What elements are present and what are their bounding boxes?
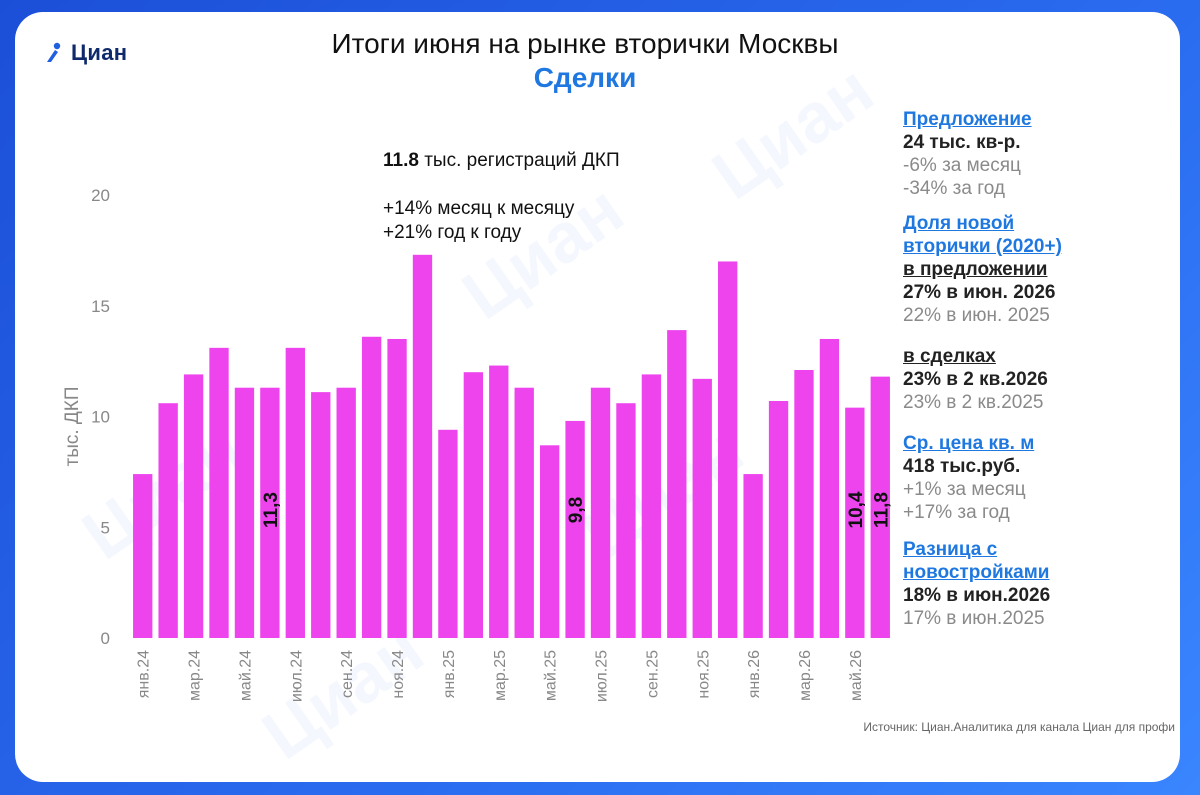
bar <box>234 387 255 638</box>
data-label: 11,8 <box>871 492 892 528</box>
bar <box>641 374 662 638</box>
deals-value: 23% в 2 кв.2026 <box>903 369 1048 390</box>
price-heading: Ср. цена кв. м <box>903 433 1035 454</box>
newshare-heading-2: вторички (2020+) <box>903 236 1062 257</box>
x-tick-label: янв.26 <box>746 650 763 698</box>
bar <box>539 445 560 638</box>
diff-heading-1: Разница с <box>903 539 998 560</box>
diff-prev: 17% в июн.2025 <box>903 608 1045 629</box>
diff-block: Разница с новостройками 18% в июн.2026 1… <box>903 538 1153 630</box>
bar <box>870 376 890 638</box>
bar <box>616 403 636 638</box>
annotation-headline-value: 11.8 <box>383 150 419 171</box>
page-subtitle: Сделки <box>533 62 637 93</box>
source-note: Источник: Циан.Аналитика для канала Циан… <box>863 720 1175 734</box>
y-tick-label: 20 <box>91 186 110 205</box>
offer-heading: Предложение <box>903 109 1032 130</box>
bar <box>489 365 509 638</box>
offer-value: 24 тыс. кв-р. <box>903 132 1021 153</box>
bar <box>692 378 712 638</box>
page-title: Итоги июня на рынке вторички Москвы <box>331 28 839 59</box>
data-label: 9,8 <box>566 497 587 523</box>
x-tick-label: янв.24 <box>136 650 153 698</box>
x-tick-label: ноя.25 <box>695 650 712 699</box>
deals-sub: в сделках <box>903 346 996 367</box>
x-tick-label: май.24 <box>237 650 254 701</box>
bar <box>285 347 305 638</box>
bar <box>260 387 280 638</box>
bar <box>412 254 433 638</box>
x-tick-label: май.26 <box>848 650 865 701</box>
x-tick-label: июл.25 <box>594 650 611 702</box>
price-block: Ср. цена кв. м 418 тыс.руб. +1% за месяц… <box>903 432 1153 524</box>
bar <box>336 387 356 638</box>
x-tick-label: мар.24 <box>187 650 204 701</box>
x-tick-label: ноя.24 <box>390 650 407 699</box>
logo: Циан <box>45 40 127 66</box>
bar-chart: 0 5 10 15 20 тыс. ДКП 11,3 9,8 10,4 11,8 янв.24 мар… <box>62 186 892 702</box>
newshare-sub: в предложении <box>903 259 1048 280</box>
bar <box>514 387 534 638</box>
bar <box>209 347 229 638</box>
newshare-value: 27% в июн. 2026 <box>903 282 1056 303</box>
data-label: 11,3 <box>261 492 282 528</box>
bar <box>743 474 763 638</box>
offer-mom: -6% за месяц <box>903 155 1021 176</box>
bar <box>768 400 789 638</box>
deals-prev: 23% в 2 кв.2025 <box>903 392 1044 413</box>
x-tick-label: сен.24 <box>339 650 356 698</box>
x-tick-label: янв.25 <box>441 650 458 698</box>
newshare-heading-1: Доля новой <box>903 213 1015 234</box>
x-tick-label: июл.24 <box>288 650 305 702</box>
bar <box>158 403 178 638</box>
bar <box>794 369 814 638</box>
annotation-headline: 11.8 тыс. регистраций ДКП <box>383 150 620 172</box>
bar <box>438 429 458 638</box>
price-value: 418 тыс.руб. <box>903 456 1021 477</box>
y-tick-label: 15 <box>91 297 110 316</box>
x-tick-label: май.25 <box>543 650 560 701</box>
bar <box>463 372 484 638</box>
annotation-headline-text: тыс. регистраций ДКП <box>418 150 620 171</box>
offer-yoy: -34% за год <box>903 178 1005 199</box>
x-tick-label: мар.26 <box>797 650 814 701</box>
deals-block: в сделках 23% в 2 кв.2026 23% в 2 кв.202… <box>903 345 1153 414</box>
x-tick-label: сен.25 <box>644 650 661 698</box>
bar <box>133 474 153 638</box>
y-axis-label: тыс. ДКП <box>62 386 83 466</box>
sidebar: Предложение 24 тыс. кв-р. -6% за месяц -… <box>903 108 1153 630</box>
bar <box>183 374 204 638</box>
newshare-prev: 22% в июн. 2025 <box>903 305 1050 326</box>
logo-text: Циан <box>71 40 128 65</box>
price-mom: +1% за месяц <box>903 479 1026 500</box>
bar <box>361 336 382 638</box>
annotation-mom: +14% месяц к месяцу <box>383 198 575 219</box>
offer-block: Предложение 24 тыс. кв-р. -6% за месяц -… <box>903 108 1153 200</box>
bar <box>387 338 407 638</box>
cian-logo-icon <box>47 42 61 62</box>
data-label: 10,4 <box>846 491 867 528</box>
bar <box>590 387 611 638</box>
bar <box>565 420 585 638</box>
diff-value: 18% в июн.2026 <box>903 585 1051 606</box>
y-tick-label: 10 <box>91 408 110 427</box>
diff-heading-2: новостройками <box>903 562 1050 583</box>
y-tick-label: 5 <box>101 518 110 537</box>
bar <box>718 261 738 638</box>
bar <box>667 330 687 638</box>
bar <box>311 392 331 638</box>
x-tick-label: мар.25 <box>492 650 509 701</box>
annotation-yoy: +21% год к году <box>383 222 522 243</box>
y-tick-label: 0 <box>101 629 110 648</box>
price-yoy: +17% за год <box>903 502 1010 523</box>
newshare-block: Доля новой вторички (2020+) в предложени… <box>903 212 1153 327</box>
bar <box>845 407 865 638</box>
bar <box>819 338 840 638</box>
